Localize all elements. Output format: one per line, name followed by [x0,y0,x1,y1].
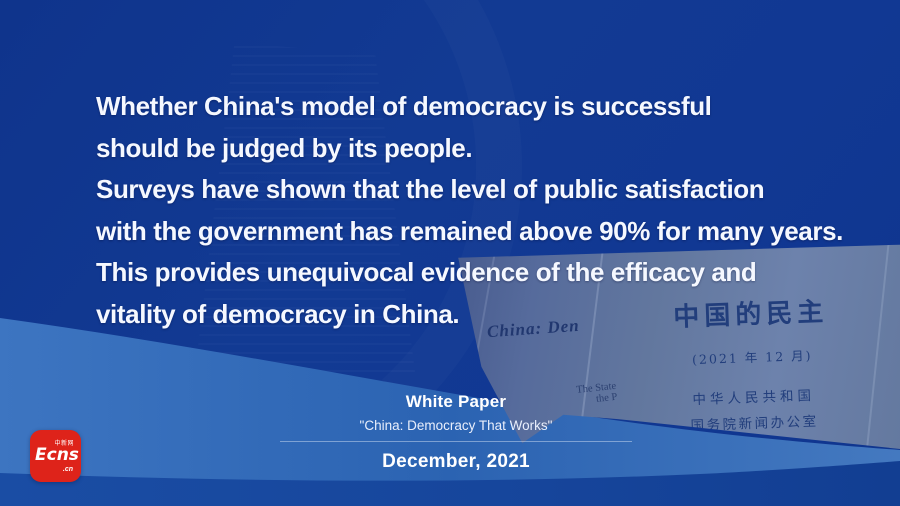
background-tower-texture [195,42,415,372]
white-paper-label: White Paper [405,392,507,411]
publication-date: December, 2021 [382,451,530,472]
document-chinese-org-line1: 中华人民共和国 [692,387,816,409]
caption-divider [280,441,632,442]
wave-lower [0,461,900,506]
white-paper-title: "China: Democracy That Works" [359,418,553,433]
headline-line: with the government has remained above 9… [96,215,843,246]
white-paper-photo: China: Den The State the P 中国的民主 (2021 年… [458,244,900,449]
ecns-logo-wordmark: Ecns [35,445,79,465]
source-caption: White Paper "China: Democracy That Works… [280,392,632,473]
headline-line: Whether China's model of democracy is su… [96,91,712,121]
document-chinese-date: (2021 年 12 月) [691,347,813,368]
headline-line: vitality of democracy in China. [96,298,460,329]
headline-quote: Whether China's model of democracy is su… [96,86,843,336]
booklet-edge-line [866,244,890,446]
ecns-logo: 中新网 Ecns .cn [30,430,81,482]
ecns-logo-domain: .cn [62,466,73,473]
headline-line: This provides unequivocal evidence of th… [96,257,757,288]
ecns-logo-chinese-label: 中新网 [54,441,74,447]
wave-upper [0,318,900,506]
headline-line: should be judged by its people. [96,132,473,163]
headline-line: Surveys have shown that the level of pub… [96,174,765,205]
